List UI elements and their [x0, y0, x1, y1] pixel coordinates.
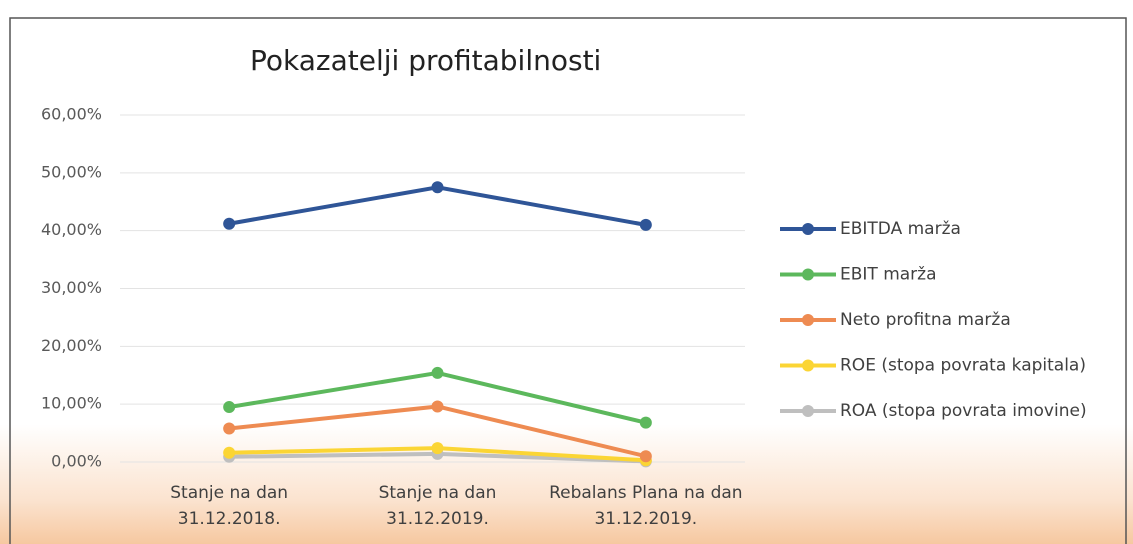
y-tick-label: 50,00% — [41, 162, 102, 181]
legend-marker — [802, 314, 814, 326]
data-point — [431, 181, 444, 194]
y-tick-label: 10,00% — [41, 394, 102, 413]
data-point — [639, 450, 652, 463]
legend-label: EBIT marža — [840, 265, 937, 285]
x-tick-label: Stanje na dan 31.12.2019. — [378, 483, 497, 529]
chart-title: Pokazatelji profitabilnosti — [250, 44, 601, 77]
series-line — [228, 370, 647, 425]
data-point — [431, 400, 444, 413]
x-tick-label: Stanje na dan 31.12.2018. — [170, 483, 289, 529]
data-point — [223, 217, 236, 230]
data-point — [639, 218, 652, 231]
legend-marker — [802, 359, 814, 372]
data-point — [639, 416, 652, 429]
y-tick-label: 20,00% — [41, 336, 102, 355]
y-tick-label: 0,00% — [51, 452, 102, 471]
data-point — [223, 401, 236, 414]
data-point — [431, 442, 444, 455]
legend-marker — [802, 268, 814, 281]
data-point — [223, 446, 236, 459]
legend-label: Neto profitna marža — [840, 310, 1011, 330]
legend-label: ROA (stopa povrata imovine) — [840, 401, 1087, 421]
data-point — [431, 366, 444, 379]
chart-frame — [9, 17, 1127, 544]
x-tick-label: Rebalans Plana na dan 31.12.2019. — [549, 483, 743, 529]
y-tick-label: 60,00% — [41, 105, 102, 124]
legend-label: EBITDA marža — [840, 219, 961, 239]
legend-marker — [802, 405, 814, 417]
y-tick-label: 30,00% — [41, 278, 102, 297]
y-tick-label: 40,00% — [41, 220, 102, 239]
data-point — [223, 422, 236, 435]
legend-label: ROE (stopa povrata kapitala) — [840, 356, 1086, 376]
legend-marker — [802, 223, 814, 235]
